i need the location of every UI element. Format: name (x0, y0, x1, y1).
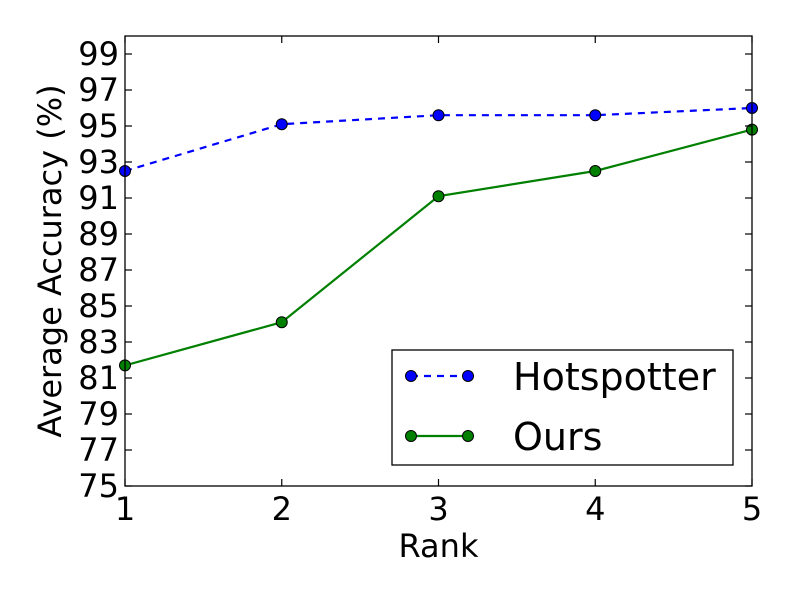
legend: Hotspotter Ours (391, 349, 734, 466)
legend-ours-label: Ours (513, 415, 602, 459)
y-tick-label-6: 87 (78, 251, 119, 289)
y-tick-label-10: 95 (78, 107, 119, 145)
hotspotter-point-3 (432, 109, 445, 122)
x-tick-label-2: 3 (428, 490, 448, 528)
legend-frame (391, 349, 734, 466)
y-tick-label-8: 91 (78, 179, 119, 217)
ours-point-4 (589, 165, 602, 177)
x-tick-label-0: 1 (115, 490, 135, 528)
y-tick-label-2: 79 (78, 395, 119, 433)
legend-hotspotter-marker-left (405, 370, 417, 382)
y-tick-label-1: 77 (78, 431, 119, 469)
x-tick-label-1: 2 (272, 490, 292, 528)
hotspotter-point-4 (589, 109, 602, 122)
y-tick-label-9: 93 (78, 143, 119, 181)
legend-ours-marker-left (405, 430, 417, 442)
y-tick-label-12: 99 (78, 35, 119, 73)
legend-hotspotter-label: Hotspotter (513, 355, 716, 399)
legend-hotspotter-marker-right (462, 370, 474, 382)
y-tick-label-11: 97 (78, 71, 119, 109)
x-tick-label-3: 4 (585, 490, 605, 528)
y-tick-label-7: 89 (78, 215, 119, 253)
y-axis-title: Average Accuracy (%) (31, 84, 69, 437)
ours-point-3 (432, 190, 445, 203)
series-layer (119, 102, 758, 372)
legend-ours-marker-right (462, 430, 474, 442)
y-tick-label-5: 85 (78, 287, 119, 325)
x-tick-label-4: 5 (742, 490, 762, 528)
hotspotter-point-2 (275, 118, 288, 131)
y-tick-label-4: 83 (78, 323, 119, 361)
y-tick-label-3: 81 (78, 359, 119, 397)
y-tick-label-0: 75 (78, 467, 119, 505)
x-axis-title: Rank (399, 527, 479, 565)
ours-point-2 (275, 316, 288, 329)
hotspotter-series-line (124, 106, 753, 173)
